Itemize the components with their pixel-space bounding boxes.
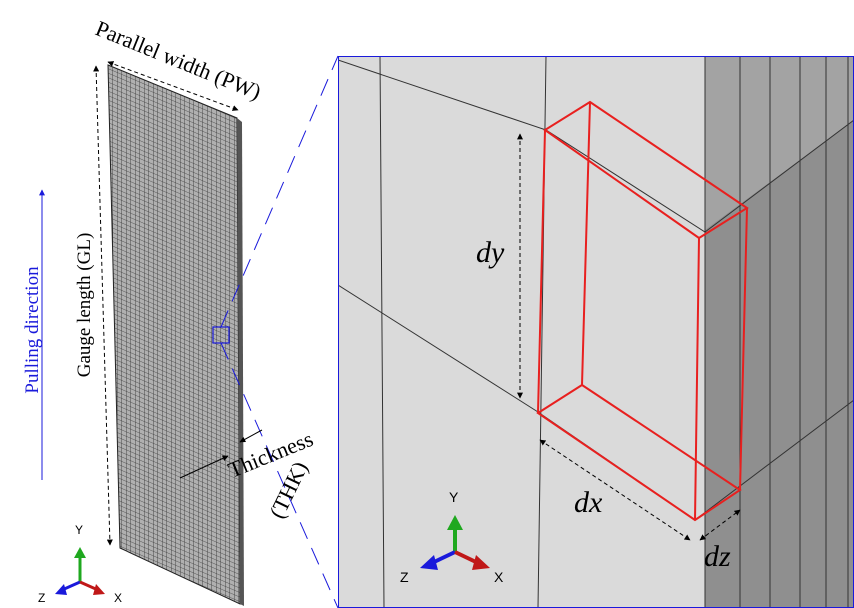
triad-y: Y <box>449 489 459 505</box>
zoom-panel <box>338 56 854 608</box>
dx-label: dx <box>574 486 603 519</box>
figure: Parallel width (PW) Gauge length (GL) Pu… <box>0 0 854 608</box>
triad-z: Z <box>400 569 409 585</box>
triad-x: X <box>114 591 122 605</box>
small-triad <box>55 547 105 595</box>
triad-z: Z <box>38 591 45 605</box>
specimen <box>108 65 244 606</box>
pulling-label: Pulling direction <box>22 266 43 394</box>
dy-label: dy <box>476 236 505 269</box>
dz-label: dz <box>704 540 731 573</box>
triad-y: Y <box>75 523 83 537</box>
triad-x: X <box>494 569 504 585</box>
gl-label: Gauge length (GL) <box>74 233 95 378</box>
